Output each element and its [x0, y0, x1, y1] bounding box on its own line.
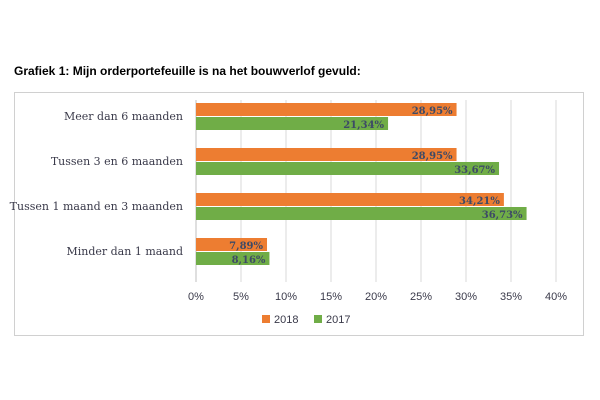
data-label: 8,16%	[232, 255, 266, 266]
legend-swatch-2017	[314, 315, 322, 323]
category-label: Tussen 1 maand en 3 maanden	[10, 200, 183, 213]
bar-2018	[196, 238, 268, 251]
bar-2017	[196, 162, 500, 175]
gridlines	[195, 100, 557, 282]
data-label: 28,95%	[412, 106, 453, 117]
legend-label: 2018	[274, 314, 298, 326]
data-label: 28,95%	[412, 151, 453, 162]
category-label: Tussen 3 en 6 maanden	[51, 155, 183, 168]
legend-swatch-2018	[262, 315, 270, 323]
chart-title: Grafiek 1: Mijn orderportefeuille is na …	[14, 64, 361, 78]
category-labels: Meer dan 6 maanden Tussen 3 en 6 maanden T…	[10, 110, 183, 258]
data-label: 21,34%	[343, 120, 384, 131]
x-tick-label: 40%	[545, 291, 567, 303]
tick-labels: 0% 5% 10% 15% 20% 25% 30% 35% 40%	[188, 291, 567, 303]
data-label: 7,89%	[229, 241, 263, 252]
x-tick-label: 10%	[275, 291, 297, 303]
data-label: 34,21%	[459, 196, 500, 207]
x-tick-label: 35%	[500, 291, 522, 303]
bar-2017	[196, 207, 527, 220]
legend: 2018 2017	[262, 314, 350, 326]
x-tick-label: 5%	[233, 291, 249, 303]
bars: 28,95%21,34%28,95%33,67%34,21%36,73%7,89…	[196, 103, 527, 266]
legend-label: 2017	[326, 314, 350, 326]
x-tick-label: 30%	[455, 291, 477, 303]
bar-2018	[196, 103, 457, 116]
data-label: 36,73%	[482, 210, 523, 221]
x-tick-label: 20%	[365, 291, 387, 303]
x-tick-label: 0%	[188, 291, 204, 303]
bar-2018	[196, 148, 457, 161]
category-label: Meer dan 6 maanden	[64, 110, 183, 123]
data-label: 33,67%	[454, 165, 495, 176]
bar-2017	[196, 117, 389, 130]
category-label: Minder dan 1 maand	[66, 245, 183, 258]
bar-2018	[196, 193, 504, 206]
x-tick-label: 15%	[320, 291, 342, 303]
bar-2017	[196, 252, 270, 265]
x-tick-label: 25%	[410, 291, 432, 303]
